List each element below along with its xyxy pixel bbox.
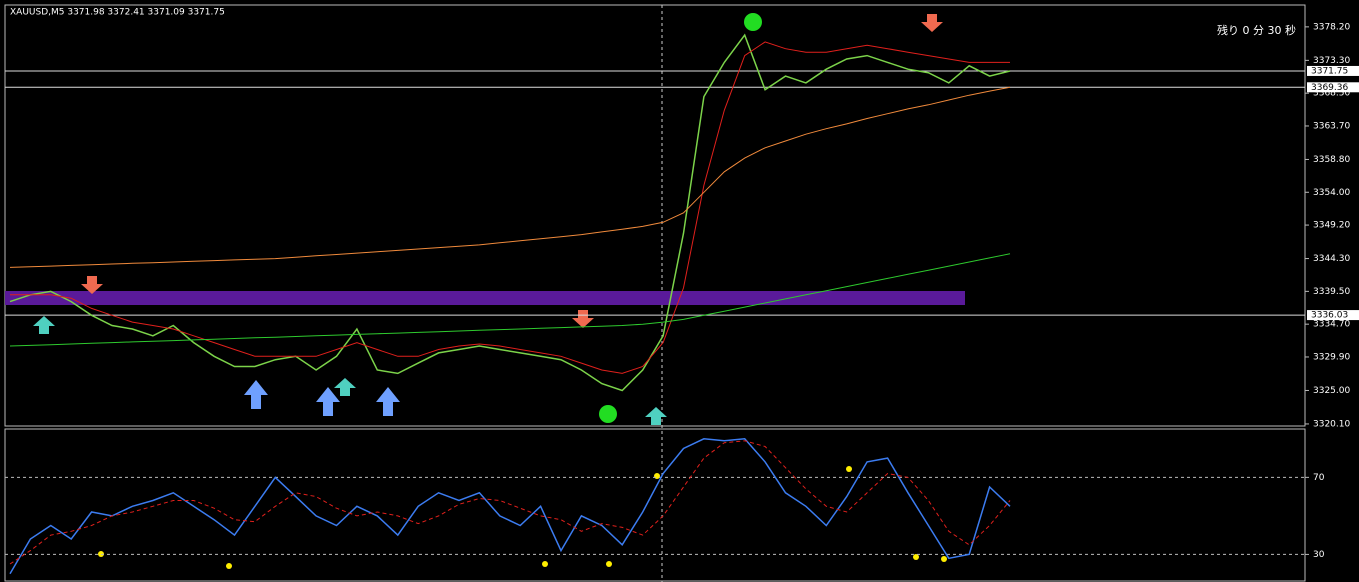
y-tick-label: 3320.10: [1313, 419, 1350, 429]
series-line: [9, 438, 1011, 575]
marker: [599, 405, 617, 423]
y-tick-label: 70: [1313, 473, 1325, 483]
y-tick-label: 3368.50: [1313, 89, 1350, 99]
y-tick-label: 3344.30: [1313, 254, 1350, 264]
series-line: [9, 253, 1011, 347]
y-tick-label: 3349.20: [1313, 221, 1350, 231]
oscillator-pane: [4, 428, 1306, 582]
timer: 残り 0 分 30 秒: [1217, 23, 1296, 37]
osc-dots: [98, 466, 947, 569]
y-tick-label: 3325.00: [1313, 386, 1350, 396]
y-tick-label: 3373.30: [1313, 56, 1350, 66]
y-tick-label: 3354.00: [1313, 188, 1350, 198]
marker: [744, 13, 762, 31]
price-label: 3369.36: [1311, 83, 1348, 93]
signal-arrows: [244, 380, 400, 416]
main-pane: [4, 4, 1306, 427]
y-tick-label: 3339.50: [1313, 287, 1350, 297]
price-label: 3371.75: [1311, 66, 1348, 76]
y-tick-label: 3334.70: [1313, 320, 1350, 330]
series-line: [9, 33, 1011, 392]
price-label-box: [1307, 310, 1359, 321]
signal-arrows-teal: [33, 316, 667, 425]
series-line: [10, 41, 1010, 374]
y-tick-label: 3358.80: [1313, 155, 1350, 165]
y-tick-label: 3329.90: [1313, 352, 1350, 362]
price-label-box: [1307, 82, 1359, 93]
chart-title: XAUUSD,M5 3371.98 3372.41 3371.09 3371.7…: [10, 8, 225, 18]
y-tick-label: 3363.70: [1313, 121, 1350, 131]
signal-arrows-red: [81, 14, 943, 328]
y-tick-label: 3378.20: [1313, 22, 1350, 32]
series-line: [9, 440, 1011, 565]
zone: [5, 291, 965, 305]
price-label-box: [1307, 65, 1359, 76]
price-label: 3336.03: [1311, 311, 1348, 321]
series-line: [9, 86, 1011, 268]
y-tick-label: 30: [1313, 550, 1325, 560]
